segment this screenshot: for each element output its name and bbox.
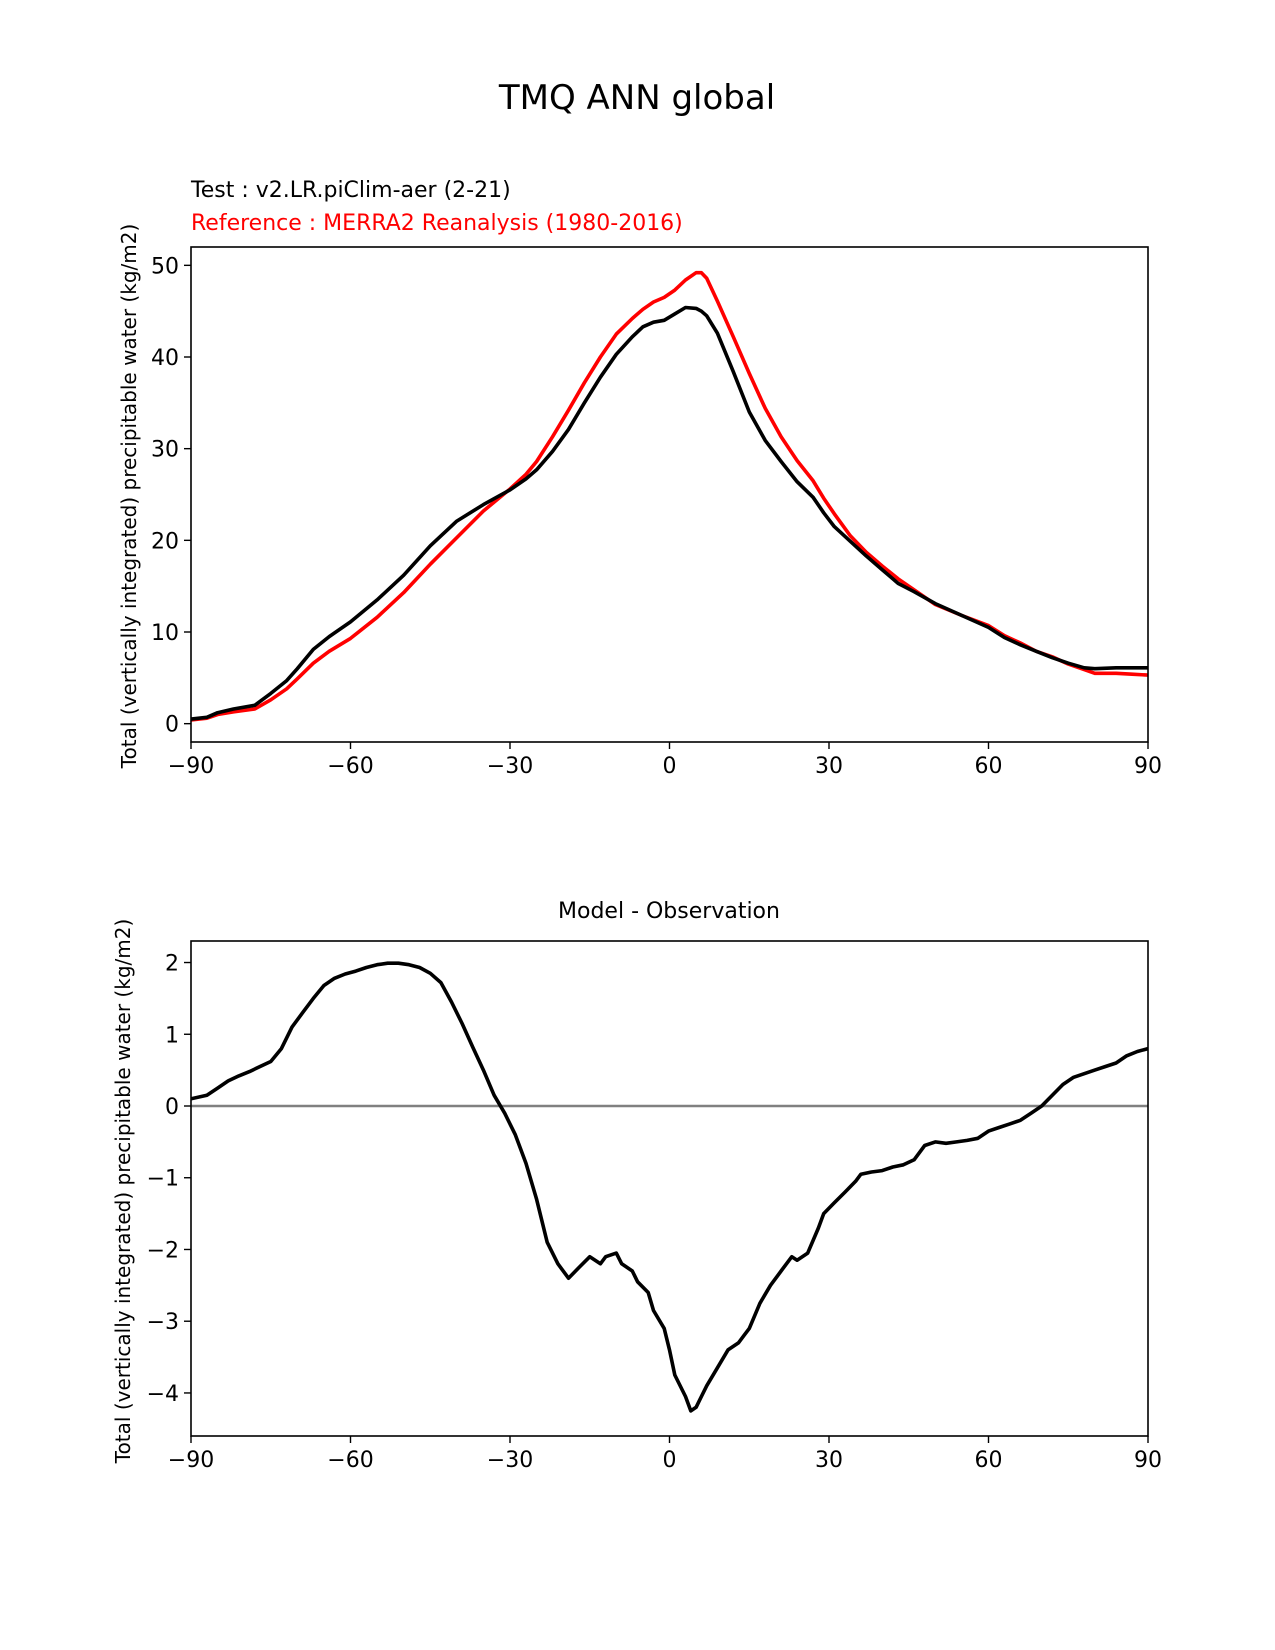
- bottom-y-axis-label: Total (vertically integrated) precipitab…: [111, 919, 135, 1465]
- bottom-x-tick-label: 90: [1134, 1448, 1162, 1473]
- bottom-x-tick-label: −60: [327, 1448, 373, 1473]
- top-y-tick-label: 50: [151, 254, 179, 279]
- top-y-tick-label: 20: [151, 529, 179, 554]
- bottom-y-tick-label: −1: [147, 1167, 179, 1192]
- reference-label: Reference : MERRA2 Reanalysis (1980-2016…: [191, 211, 683, 236]
- bottom-y-tick-label: 0: [165, 1095, 179, 1120]
- figure-title: TMQ ANN global: [498, 78, 775, 118]
- bottom-panel-title: Model - Observation: [558, 899, 780, 924]
- bottom-y-tick-label: 1: [165, 1023, 179, 1048]
- top-x-tick-label: 60: [975, 754, 1003, 779]
- bottom-panel: Model - Observation Total (vertically in…: [111, 899, 1162, 1473]
- top-x-tick-label: 90: [1134, 754, 1162, 779]
- top-x-tick-label: −30: [487, 754, 533, 779]
- top-x-tick-label: −90: [168, 754, 214, 779]
- bottom-series-0-line: [191, 961, 1148, 1413]
- bottom-x-tick-label: 60: [975, 1448, 1003, 1473]
- top-y-tick-label: 30: [151, 438, 179, 463]
- top-y-tick-label: 10: [151, 621, 179, 646]
- top-x-tick-label: −60: [327, 754, 373, 779]
- top-y-axis-label: Total (vertically integrated) precipitab…: [117, 224, 141, 770]
- top-x-tick-label: 0: [663, 754, 677, 779]
- bottom-y-tick-label: −4: [147, 1382, 179, 1407]
- bottom-x-tick-label: −90: [168, 1448, 214, 1473]
- bottom-y-tick-label: −2: [147, 1238, 179, 1263]
- test-label: Test : v2.LR.piClim-aer (2-21): [190, 178, 511, 203]
- bottom-x-tick-label: −30: [487, 1448, 533, 1473]
- bottom-x-tick-label: 30: [815, 1448, 843, 1473]
- bottom-y-tick-label: 2: [165, 952, 179, 977]
- top-series-1-line: [191, 305, 1148, 721]
- top-x-tick-label: 30: [815, 754, 843, 779]
- bottom-y-tick-label: −3: [147, 1310, 179, 1335]
- top-y-tick-label: 0: [165, 713, 179, 738]
- top-y-tick-label: 40: [151, 346, 179, 371]
- top-panel: Test : v2.LR.piClim-aer (2-21) Reference…: [117, 178, 1162, 779]
- bottom-x-tick-label: 0: [663, 1448, 677, 1473]
